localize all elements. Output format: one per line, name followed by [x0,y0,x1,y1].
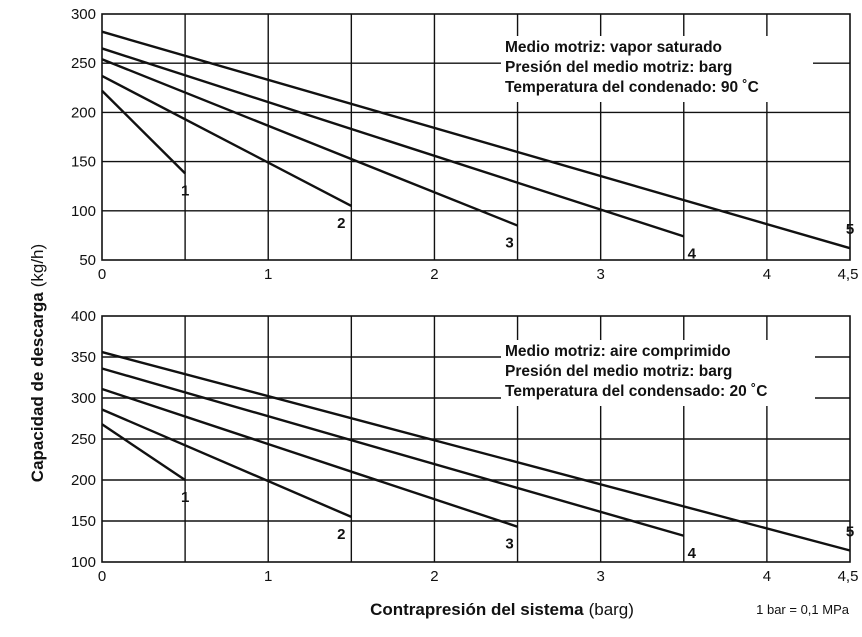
x-tick-label: 4,5 [838,568,859,585]
y-tick-label: 200 [71,104,96,121]
x-tick-label: 0 [98,568,106,585]
y-tick-label: 250 [71,431,96,448]
annotation-box [501,36,813,102]
series-line-5 [101,30,851,250]
series-label-1: 1 [181,489,189,506]
x-axis-title: Contrapresión del sistema (barg) [370,600,634,619]
series-label-2: 2 [337,526,345,543]
y-tick-label: 100 [71,203,96,220]
series-label-3: 3 [505,536,513,553]
series-line-1 [101,423,186,481]
series-label-1: 1 [181,182,189,199]
series-line-2 [101,74,352,207]
series-label-4: 4 [688,545,697,562]
plot-frame [101,315,851,563]
annotation-line: Temperatura del condenado: 90 ˚C [505,79,759,96]
annotation-box [501,340,815,406]
x-tick-label: 1 [264,568,272,585]
x-tick-label: 3 [596,266,604,283]
y-tick-label: 350 [71,349,96,366]
x-tick-label: 2 [430,568,438,585]
panel-top-vapor: 1 2 3 4 5 Medio motriz: vapor saturado Presión… [71,6,858,283]
x-tick-label: 0 [98,266,106,283]
y-tick-label: 300 [71,390,96,407]
series-line-4 [101,47,685,238]
y-axis-title-unit: (kg/h) [28,244,47,287]
series-line-5 [101,350,851,552]
x-axis-title-main: Contrapresión del sistema [370,600,584,619]
series-line-3 [101,387,518,528]
y-tick-label: 300 [71,6,96,23]
annotation-line: Presión del medio motriz: barg [505,59,732,76]
y-axis-title: Capacidad de descarga (kg/h) [28,244,47,482]
x-axis-title-unit: (barg) [589,600,634,619]
x-tick-label: 2 [430,266,438,283]
series-label-4: 4 [688,245,697,262]
x-tick-label: 1 [264,266,272,283]
annotation-line: Medio motriz: vapor saturado [505,39,722,56]
x-tick-label: 4 [763,266,771,283]
series-line-2 [101,408,352,519]
y-tick-label: 100 [71,554,96,571]
series-line-1 [101,89,186,175]
y-tick-label: 400 [71,308,96,325]
series-line-3 [101,58,519,227]
unit-footnote: 1 bar = 0,1 MPa [756,602,850,617]
x-tick-label: 4 [763,568,771,585]
series-label-3: 3 [505,235,513,252]
annotation-line: Temperatura del condensado: 20 ˚C [505,383,767,400]
panel-bottom-air: 1 2 3 4 5 Medio motriz: aire comprimido Presió… [71,308,858,585]
series-line-4 [101,367,685,537]
series-label-2: 2 [337,215,345,232]
y-tick-label: 200 [71,472,96,489]
annotation-line: Presión del medio motriz: barg [505,363,732,380]
series-label-5: 5 [846,221,854,238]
y-tick-label: 150 [71,513,96,530]
x-tick-label: 3 [596,568,604,585]
plot-frame [101,13,851,261]
series-label-5: 5 [846,524,854,541]
y-tick-label: 150 [71,154,96,171]
y-axis-title-main: Capacidad de descarga [28,292,47,482]
y-tick-label: 50 [79,252,96,269]
y-tick-label: 250 [71,55,96,72]
x-tick-label: 4,5 [838,266,859,283]
annotation-line: Medio motriz: aire comprimido [505,343,731,360]
